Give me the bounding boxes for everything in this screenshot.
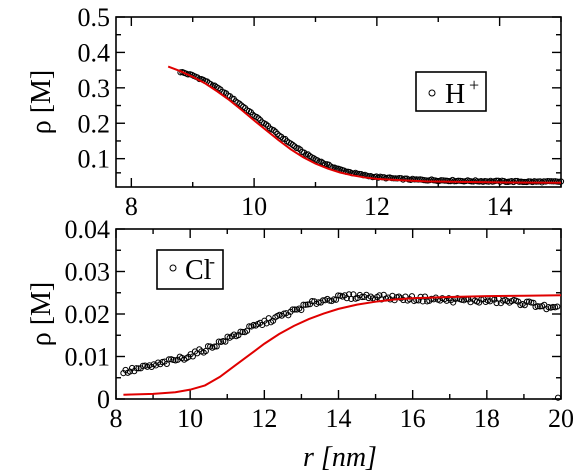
bottom-y-tick-label: 0.01	[65, 343, 111, 372]
top-data-point	[236, 100, 243, 107]
bottom-legend-marker	[169, 264, 177, 272]
bottom-legend-superscript: -	[209, 251, 215, 271]
bottom-data-point	[302, 301, 309, 308]
bottom-x-axis-label: r [nm]	[303, 442, 377, 473]
bottom-x-tick-label: 18	[474, 404, 500, 433]
top-data-point	[546, 178, 553, 185]
bottom-data-point	[189, 353, 196, 360]
bottom-y-tick-label: 0	[97, 385, 110, 414]
top-legend-marker	[428, 89, 436, 97]
top-x-tick-label: 14	[487, 192, 513, 221]
bottom-y-tick-label: 0.04	[65, 215, 111, 244]
top-data-point	[314, 157, 321, 164]
bottom-x-tick-label: 12	[251, 404, 277, 433]
top-x-tick-label: 12	[364, 192, 390, 221]
bottom-data-point	[211, 343, 218, 350]
top-panel: 8 10 12 14 0.1 0.2 0.3 0.4 0.5 ρ [M] H +	[26, 3, 565, 221]
bottom-legend-box	[156, 249, 224, 290]
bottom-data-point	[291, 306, 298, 313]
top-data-point	[535, 178, 542, 185]
bottom-data-point	[263, 320, 270, 327]
top-y-tick-label: 0.3	[78, 74, 111, 103]
top-model-line	[167, 65, 562, 184]
top-data-point	[262, 121, 270, 128]
top-data-point	[270, 127, 277, 134]
bottom-data-point	[523, 298, 531, 305]
top-data-point	[550, 178, 557, 185]
bottom-data-point	[222, 338, 229, 345]
bottom-data-point	[554, 394, 562, 401]
top-data-point	[455, 177, 462, 184]
bottom-data-point	[298, 306, 305, 314]
bottom-x-tick-label: 20	[548, 404, 574, 433]
top-legend: H +	[415, 71, 487, 112]
top-legend-label: H	[445, 79, 465, 110]
bottom-data-point	[528, 299, 535, 306]
top-data-point	[411, 176, 418, 183]
bottom-panel: 8 10 12 14 16 18 20 0 0.01 0.02 0.03 0.04 ρ [M] r […	[26, 215, 574, 473]
top-y-tick-label: 0.1	[78, 145, 111, 174]
top-x-tick-label: 10	[241, 192, 267, 221]
bottom-data-point	[165, 356, 173, 363]
bottom-x-tick-label: 16	[400, 404, 426, 433]
bottom-data-point	[139, 362, 147, 369]
top-data-point	[255, 115, 262, 122]
bottom-plot-frame	[115, 228, 562, 400]
top-data-point	[390, 175, 397, 182]
top-legend-superscript: +	[469, 75, 479, 95]
top-legend-box	[415, 71, 487, 112]
bottom-y-tick-label: 0.02	[65, 300, 111, 329]
bottom-legend: Cl -	[156, 249, 224, 290]
top-y-axis-label: ρ [M]	[26, 70, 57, 135]
bottom-data-point	[289, 306, 296, 313]
bottom-data-point	[549, 303, 557, 311]
bottom-x-tick-label: 8	[110, 404, 123, 433]
bottom-data-point	[300, 301, 307, 308]
bottom-x-tick-label: 10	[177, 404, 203, 433]
top-y-tick-label: 0.4	[78, 38, 111, 67]
bottom-data-point	[215, 338, 222, 345]
bottom-model-line	[123, 294, 562, 396]
bottom-data-point	[237, 328, 244, 335]
top-x-tick-label: 8	[125, 192, 138, 221]
bottom-data-point	[309, 298, 316, 305]
bottom-data-point	[330, 296, 337, 303]
bottom-data-point	[246, 323, 253, 330]
top-data-point	[438, 177, 445, 184]
bottom-data-marks	[120, 291, 562, 401]
top-plot-frame	[115, 16, 562, 188]
top-y-tick-label: 0.5	[78, 3, 111, 32]
top-data-point	[304, 151, 312, 158]
bottom-data-point	[239, 328, 246, 336]
bottom-data-point	[335, 292, 342, 299]
bottom-data-point	[133, 365, 140, 372]
top-data-point	[525, 178, 532, 185]
bottom-x-tick-label: 14	[326, 404, 352, 433]
top-y-tick-label: 0.2	[78, 109, 111, 138]
top-data-point	[512, 177, 519, 185]
top-data-point	[301, 149, 308, 156]
top-data-point	[557, 178, 565, 185]
bottom-data-point	[534, 303, 541, 310]
bottom-data-point	[554, 303, 561, 310]
bottom-y-tick-label: 0.03	[65, 258, 111, 287]
top-data-point	[548, 178, 555, 185]
top-data-marks	[167, 65, 565, 186]
bottom-legend-label: Cl	[185, 255, 212, 286]
bottom-ticks: 8 10 12 14 16 18 20 0 0.01 0.02 0.03 0.04	[65, 215, 575, 433]
top-ticks: 8 10 12 14 0.1 0.2 0.3 0.4 0.5	[78, 3, 562, 221]
bottom-y-axis-label: ρ [M]	[26, 282, 57, 347]
bottom-data-point	[304, 301, 311, 308]
